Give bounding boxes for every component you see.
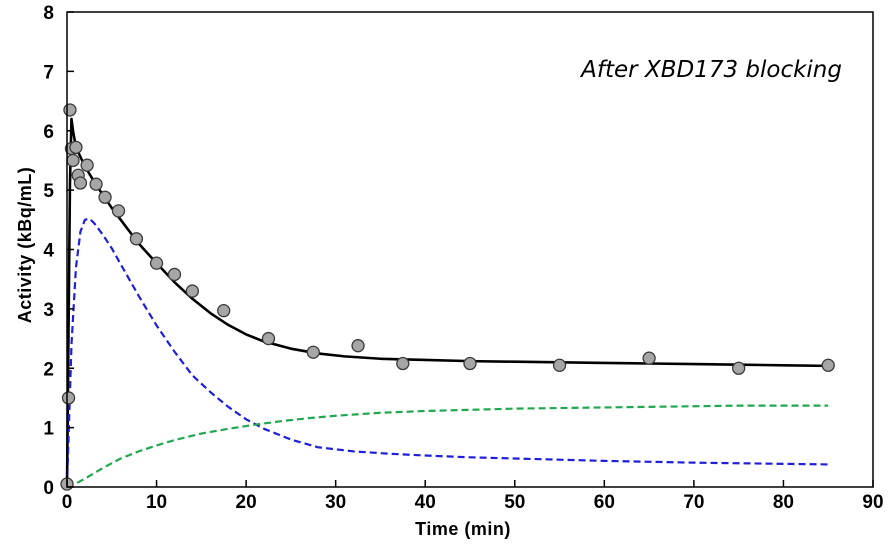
data-point	[463, 356, 477, 371]
data-point	[80, 158, 94, 172]
y-tick-label: 4	[43, 241, 54, 262]
data-point	[89, 177, 103, 191]
data-point	[66, 153, 80, 168]
y-tick-label: 6	[43, 122, 54, 143]
data-point	[111, 204, 126, 218]
x-tick-label: 0	[62, 492, 73, 513]
data-point	[351, 339, 365, 353]
y-tick-label: 3	[43, 300, 54, 321]
y-tick-label: 1	[43, 419, 54, 440]
x-tick-label: 50	[504, 492, 525, 513]
data-point	[552, 358, 567, 372]
data-point	[642, 351, 656, 365]
x-tick-label: 60	[594, 492, 615, 513]
axes-layer: 0 10 20 30 40 50 60 70 80 90 0 1 2 3 4 5 6 7 8	[43, 3, 883, 513]
y-tick-label: 7	[43, 62, 54, 83]
data-point	[185, 284, 200, 298]
plot-frame	[66, 11, 874, 488]
series-layer	[60, 103, 835, 491]
data-point	[821, 358, 835, 372]
data-point	[732, 361, 746, 375]
data-point	[69, 140, 83, 155]
y-axis-label: Activity (kBq/mL)	[15, 167, 35, 324]
x-tick-label: 40	[415, 492, 436, 513]
data-point	[63, 103, 77, 117]
data-point	[167, 267, 182, 282]
data-point	[396, 356, 410, 371]
data-point	[306, 345, 320, 359]
x-tick-label: 10	[146, 492, 167, 513]
fit-curve-line	[65, 117, 830, 489]
x-tick-label: 70	[683, 492, 704, 513]
data-point	[217, 304, 231, 318]
y-tick-label: 8	[43, 3, 54, 24]
data-point	[73, 176, 88, 190]
x-tick-label: 30	[325, 492, 346, 513]
data-point	[98, 190, 112, 204]
data-point	[149, 256, 164, 270]
data-point	[129, 232, 144, 246]
y-tick-label: 0	[43, 478, 54, 499]
green-dashed-curve	[66, 404, 829, 489]
data-point	[261, 331, 276, 346]
x-tick-label: 80	[773, 492, 794, 513]
chart-annotation: After XBD173 blocking	[579, 57, 842, 83]
data-point	[61, 391, 76, 405]
x-axis-label: Time (min)	[415, 519, 511, 539]
y-tick-label: 5	[43, 181, 54, 202]
blue-dashed-curve	[65, 217, 829, 488]
y-tick-label: 2	[43, 359, 54, 380]
x-tick-label: 90	[862, 492, 883, 513]
x-tick-label: 20	[236, 492, 257, 513]
